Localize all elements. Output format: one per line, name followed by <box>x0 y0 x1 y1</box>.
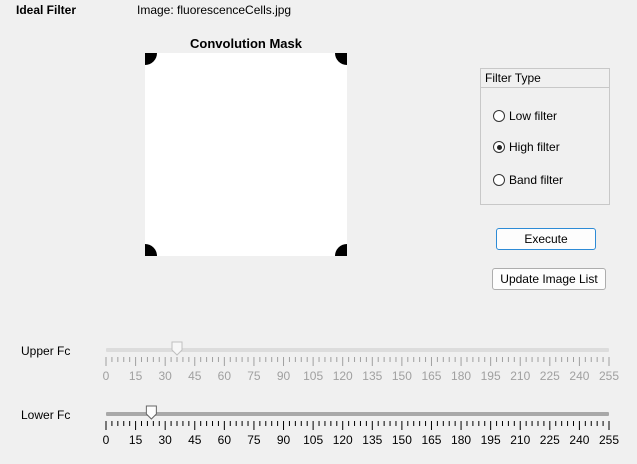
upper-fc-label: Upper Fc <box>21 344 71 358</box>
tick-label: 45 <box>188 369 202 383</box>
tick-label: 105 <box>303 433 323 447</box>
tick-label: 225 <box>540 433 560 447</box>
tick-label: 255 <box>599 369 619 383</box>
tick-label: 105 <box>303 369 323 383</box>
upper-fc-slider[interactable]: 0 15 30 45 60 75 90 105 120 135 150 165 180 195 210 225… <box>0 338 637 388</box>
filter-type-title: Filter Type <box>481 69 609 88</box>
tick-label: 165 <box>421 369 441 383</box>
tick-label: 195 <box>481 369 501 383</box>
tick-label: 150 <box>392 369 412 383</box>
lower-fc-label: Lower Fc <box>21 408 71 422</box>
update-image-list-button[interactable]: Update Image List <box>492 268 606 290</box>
tick-label: 210 <box>510 369 530 383</box>
tick-label: 120 <box>333 433 353 447</box>
radio-high-filter[interactable]: High filter <box>493 140 560 154</box>
tick-label: 225 <box>540 369 560 383</box>
tick-label: 135 <box>362 369 382 383</box>
tick-label: 255 <box>599 433 619 447</box>
tick-label: 90 <box>277 369 291 383</box>
tick-label: 180 <box>451 369 471 383</box>
execute-button[interactable]: Execute <box>496 228 596 250</box>
mask-corner-top-left <box>145 53 157 65</box>
tick-label: 45 <box>188 433 202 447</box>
radio-button[interactable] <box>493 110 505 122</box>
tick-label: 0 <box>103 369 110 383</box>
radio-label-band: Band filter <box>509 173 564 187</box>
tick-label: 150 <box>392 433 412 447</box>
tick-label: 180 <box>451 433 471 447</box>
radio-button[interactable] <box>493 174 505 186</box>
tick-label: 210 <box>510 433 530 447</box>
tick-label: 75 <box>247 433 261 447</box>
mask-corner-top-right <box>335 53 347 65</box>
radio-low-filter[interactable]: Low filter <box>493 109 557 123</box>
radio-label-high: High filter <box>509 140 560 154</box>
slider-track <box>106 412 609 416</box>
tick-label: 240 <box>569 369 589 383</box>
tick-label: 0 <box>103 433 110 447</box>
slider-track <box>106 348 609 352</box>
image-label: Image: fluorescenceCells.jpg <box>137 3 292 17</box>
tick-label: 60 <box>218 433 232 447</box>
lower-fc-slider-thumb[interactable] <box>145 405 157 420</box>
lower-fc-slider[interactable]: 0 15 30 45 60 75 90 105 120 135 150 165 180 195 210 225… <box>0 402 637 452</box>
mask-corner-bottom-right <box>335 244 347 256</box>
tick-label: 15 <box>129 433 143 447</box>
tick-label: 135 <box>362 433 382 447</box>
mask-title: Convolution Mask <box>190 36 302 51</box>
filter-type-panel: Filter Type Low filter High filter Band … <box>480 68 610 205</box>
tick-label: 120 <box>333 369 353 383</box>
tick-label: 165 <box>421 433 441 447</box>
tick-label: 60 <box>218 369 232 383</box>
tick-label: 240 <box>569 433 589 447</box>
radio-label-low: Low filter <box>509 109 558 123</box>
upper-fc-slider-thumb[interactable] <box>171 341 183 356</box>
tick-label: 30 <box>158 433 172 447</box>
tick-label: 90 <box>277 433 291 447</box>
tick-label: 30 <box>158 369 172 383</box>
radio-button[interactable] <box>493 141 505 153</box>
radio-band-filter[interactable]: Band filter <box>493 173 563 187</box>
mask-corner-bottom-left <box>145 244 157 256</box>
tick-label: 15 <box>129 369 143 383</box>
convolution-mask-image <box>145 53 347 256</box>
app-title: Ideal Filter <box>16 3 77 17</box>
tick-label: 195 <box>481 433 501 447</box>
tick-label: 75 <box>247 369 261 383</box>
